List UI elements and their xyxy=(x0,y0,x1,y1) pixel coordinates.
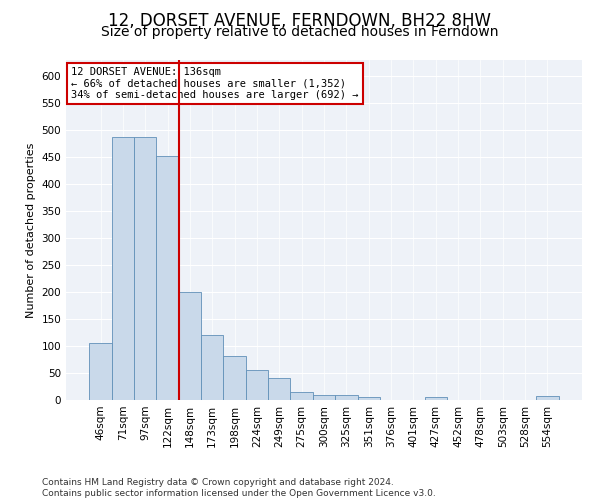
Bar xyxy=(157,156,179,400)
Text: 12 DORSET AVENUE: 136sqm
← 66% of detached houses are smaller (1,352)
34% of sem: 12 DORSET AVENUE: 136sqm ← 66% of detach… xyxy=(71,67,359,100)
Bar xyxy=(134,137,157,400)
Bar xyxy=(112,137,134,400)
Bar xyxy=(425,398,447,400)
Bar xyxy=(335,394,358,400)
Bar xyxy=(179,292,201,400)
Y-axis label: Number of detached properties: Number of detached properties xyxy=(26,142,36,318)
Bar xyxy=(536,396,559,400)
Bar xyxy=(89,344,112,400)
Bar xyxy=(246,370,268,400)
Text: Contains HM Land Registry data © Crown copyright and database right 2024.
Contai: Contains HM Land Registry data © Crown c… xyxy=(42,478,436,498)
Bar xyxy=(313,394,335,400)
Bar xyxy=(358,398,380,400)
Text: Size of property relative to detached houses in Ferndown: Size of property relative to detached ho… xyxy=(101,25,499,39)
Bar xyxy=(201,335,223,400)
Bar xyxy=(223,356,246,400)
Text: 12, DORSET AVENUE, FERNDOWN, BH22 8HW: 12, DORSET AVENUE, FERNDOWN, BH22 8HW xyxy=(109,12,491,30)
Bar xyxy=(290,392,313,400)
Bar xyxy=(268,378,290,400)
